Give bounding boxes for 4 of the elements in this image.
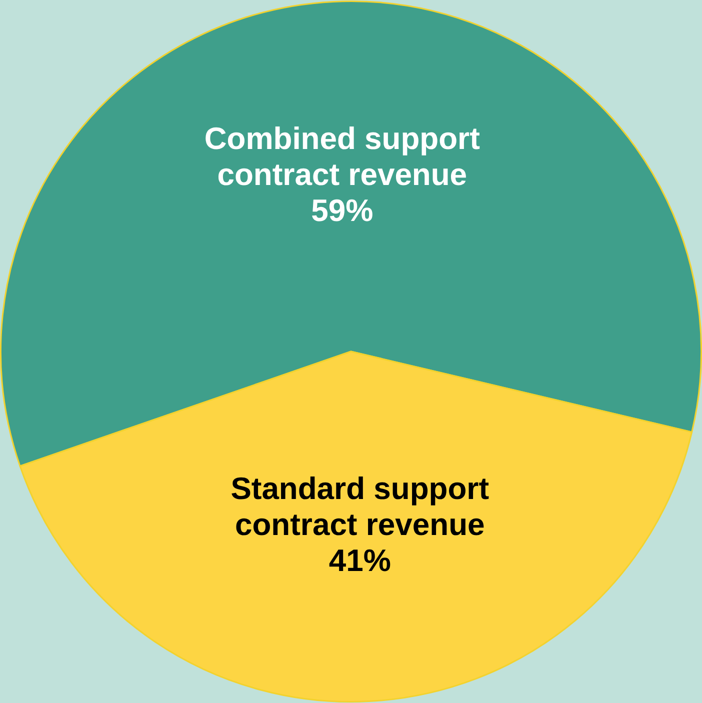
data-label: 59% <box>311 193 374 228</box>
slice-label: Combined support contract revenue <box>204 121 480 192</box>
data-label: 41% <box>328 542 391 578</box>
slice-label: Standard support contract revenue <box>230 470 490 542</box>
